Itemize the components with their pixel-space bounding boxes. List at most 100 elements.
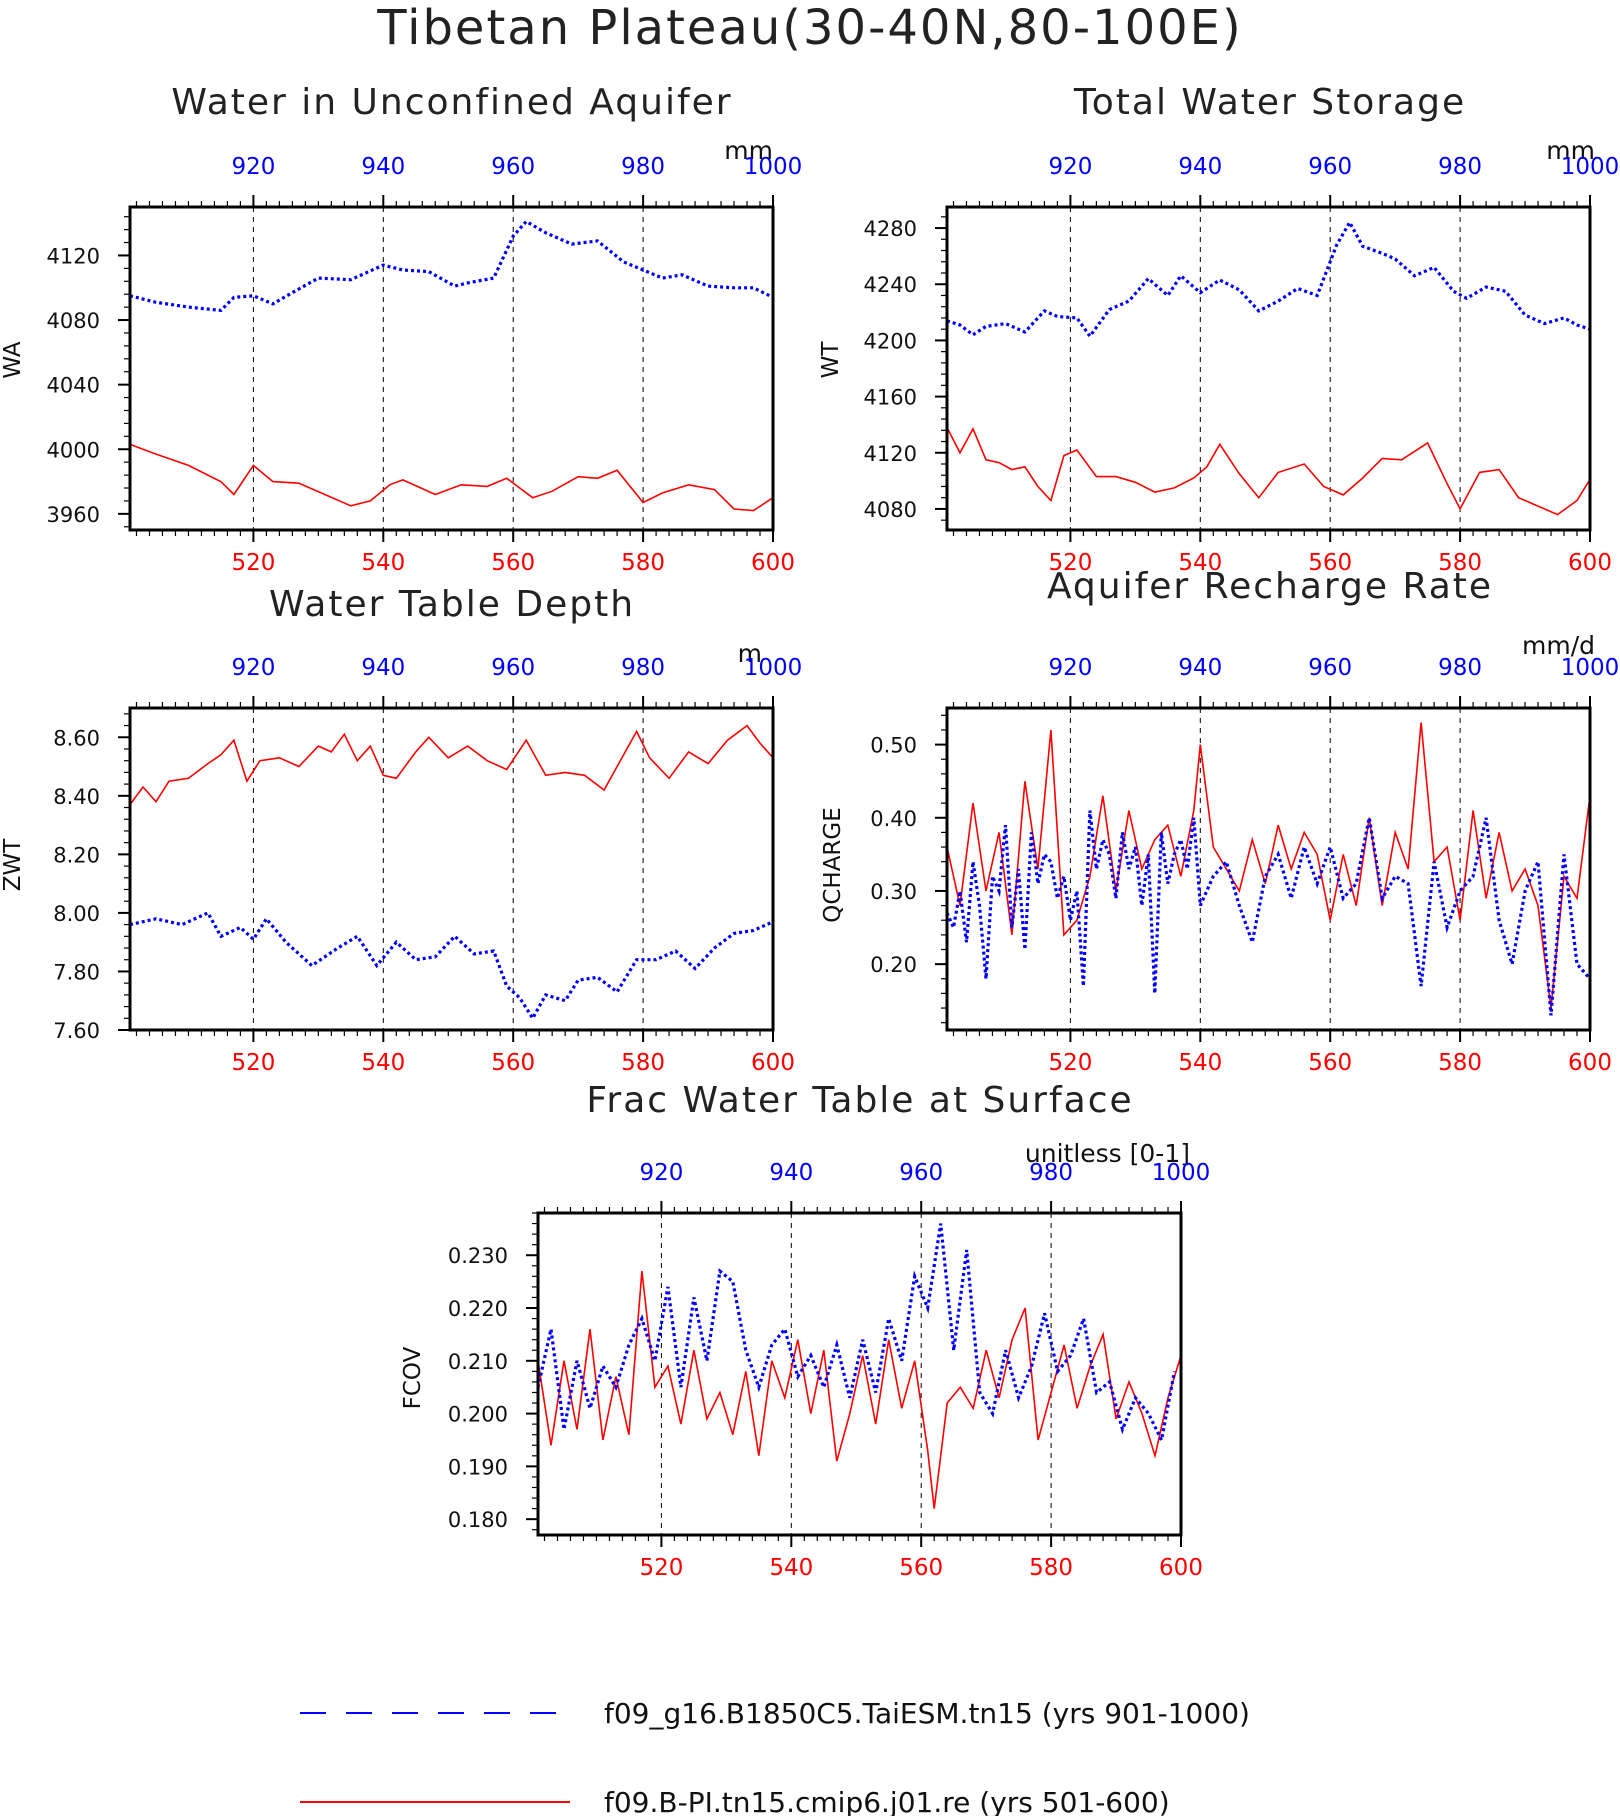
x-top-tick-label: 940 [361,154,405,180]
y-tick-label: 8.40 [53,785,100,809]
x-top-tick-label: 940 [361,655,405,681]
y-tick-label: 0.200 [448,1403,508,1427]
panel-title: Frac Water Table at Surface [586,1080,1133,1121]
x-top-tick-label: 940 [1178,154,1222,180]
x-top-tick-label: 1000 [744,655,803,681]
x-tick-label: 580 [621,1050,665,1076]
y-tick-label: 4240 [864,273,917,297]
x-top-tick-label: 1000 [1152,1160,1211,1186]
panel-water-table-depth: Water Table Depth m ZWT 520 540 560 580 600 9… [0,584,802,1076]
x-top-tick-label: 1000 [1561,154,1620,180]
x-top-tick-label: 920 [231,154,275,180]
x-tick-label: 520 [231,1050,275,1076]
x-tick-label: 600 [1568,1050,1612,1076]
x-tick-label: 540 [361,550,405,576]
x-top-tick-label: 1000 [1561,655,1620,681]
x-top-tick-label: 960 [1308,655,1352,681]
plot-frame [945,706,1592,1032]
y-tick-label: 4040 [47,374,100,398]
x-tick-label: 600 [1159,1555,1203,1581]
y-tick-label: 7.60 [53,1019,100,1043]
x-top-tick-label: 920 [1048,154,1092,180]
plot-frame [536,1211,1183,1537]
units-label: m [738,639,762,668]
y-tick-label: 4120 [864,442,917,466]
x-top-tick-label: 920 [1048,655,1092,681]
y-tick-label: 4000 [47,438,100,462]
y-axis-label: WA [0,341,26,378]
y-tick-label: 0.210 [448,1350,508,1374]
x-tick-label: 520 [1048,1050,1092,1076]
series-line-blue [536,1223,1177,1446]
x-top-tick-label: 940 [769,1160,813,1186]
y-tick-label: 8.20 [53,843,100,867]
x-tick-label: 520 [639,1555,683,1581]
units-label: mm/d [1522,631,1595,660]
panel-title: Water in Unconfined Aquifer [171,82,732,123]
x-tick-label: 560 [1308,550,1352,576]
x-tick-label: 580 [621,550,665,576]
plot-frame [128,706,775,1032]
y-tick-label: 4080 [47,309,100,333]
y-tick-label: 0.20 [870,953,917,977]
series-line-red [129,724,774,806]
x-top-tick-label: 1000 [744,154,803,180]
x-tick-label: 540 [361,1050,405,1076]
units-label: mm [724,136,773,165]
y-tick-label: 8.60 [53,726,100,750]
x-top-tick-label: 980 [621,655,665,681]
x-tick-label: 560 [491,550,535,576]
legend-label-blue: f09_g16.B1850C5.TaiESM.tn15 (yrs 901-100… [604,1697,1250,1730]
x-tick-label: 540 [1178,550,1222,576]
main-title: Tibetan Plateau(30-40N,80-100E) [376,0,1242,56]
series-line-blue [129,219,774,313]
panel-title: Water Table Depth [269,584,635,625]
x-tick-label: 540 [769,1555,813,1581]
units-label: mm [1546,136,1595,165]
plot-frame [945,205,1592,532]
series-line-blue [946,219,1591,339]
y-tick-label: 7.80 [53,960,100,984]
y-tick-label: 0.190 [448,1455,508,1479]
x-tick-label: 520 [1048,550,1092,576]
x-top-tick-label: 980 [1029,1160,1073,1186]
x-top-tick-label: 940 [1178,655,1222,681]
x-tick-label: 600 [1568,550,1612,576]
x-tick-label: 580 [1029,1555,1073,1581]
y-axis-label: QCHARGE [820,807,846,923]
x-tick-label: 560 [1308,1050,1352,1076]
x-top-tick-label: 980 [1438,154,1482,180]
panel-water-in-unconfined-aquifer: Water in Unconfined Aquifer mm WA 520 540… [0,82,802,576]
x-tick-label: 520 [231,550,275,576]
y-tick-label: 0.40 [870,807,917,831]
x-tick-label: 540 [1178,1050,1222,1076]
x-tick-label: 560 [899,1555,943,1581]
y-tick-label: 0.230 [448,1244,508,1268]
y-axis-label: FCOV [400,1346,426,1409]
panel-total-water-storage: Total Water Storage mm WT 520 540 560 580 60… [818,82,1619,576]
x-tick-label: 600 [751,1050,795,1076]
x-top-tick-label: 960 [899,1160,943,1186]
y-tick-label: 8.00 [53,902,100,926]
plot-frame [128,205,775,532]
panel-frac-water-table-at-surface: Frac Water Table at Surface unitless [0-… [400,1080,1210,1581]
x-top-tick-label: 920 [639,1160,683,1186]
series-line-red [946,427,1591,516]
y-axis-label: WT [818,341,844,379]
x-top-tick-label: 920 [231,655,275,681]
panel-title: Aquifer Recharge Rate [1047,566,1493,607]
x-top-tick-label: 960 [491,655,535,681]
panel-title: Total Water Storage [1073,82,1466,123]
series-line-red [537,1271,1182,1509]
y-tick-label: 4120 [47,244,100,268]
series-line-blue [945,810,1592,1016]
y-tick-label: 4280 [864,217,917,241]
legend-label-red: f09.B-PI.tn15.cmip6.j01.re (yrs 501-600) [604,1786,1170,1816]
y-tick-label: 0.30 [870,880,917,904]
y-tick-label: 0.220 [448,1297,508,1321]
panel-aquifer-recharge-rate: Aquifer Recharge Rate mm/d QCHARGE 520 54… [820,566,1619,1076]
series-line-red [946,722,1591,1009]
units-label: unitless [0-1] [1025,1139,1190,1168]
y-tick-label: 4160 [864,386,917,410]
